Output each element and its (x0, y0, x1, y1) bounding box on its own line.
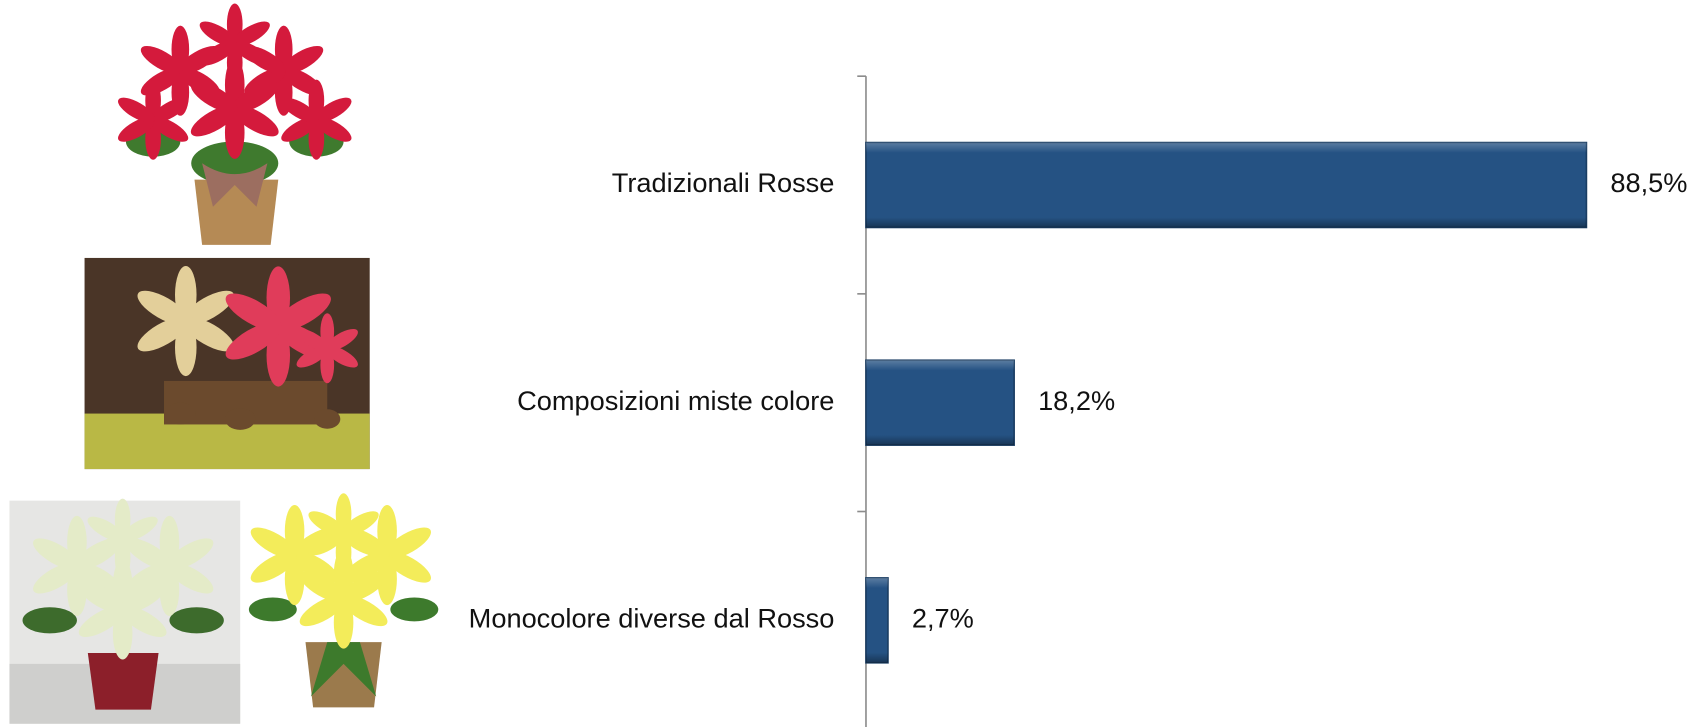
photo-red-poinsettia (115, 3, 355, 245)
photo-white-poinsettia (9, 499, 241, 724)
bar-bevel (865, 142, 1587, 228)
photo-mixed-composition (84, 257, 370, 470)
category-label: Composizioni miste colore (517, 385, 834, 416)
category-label: Monocolore diverse dal Rosso (469, 603, 835, 634)
bar-bevel (865, 577, 888, 663)
photo-yellow-poinsettia (246, 493, 439, 708)
bar-bevel (865, 360, 1015, 446)
bar-group (865, 577, 889, 664)
bar-group (865, 359, 1015, 446)
value-label: 18,2% (1038, 385, 1115, 416)
bar-group (865, 141, 1588, 229)
value-label: 2,7% (912, 603, 974, 634)
category-axis (857, 75, 867, 727)
category-label: Tradizionali Rosse (612, 167, 835, 198)
value-label: 88,5% (1610, 167, 1687, 198)
